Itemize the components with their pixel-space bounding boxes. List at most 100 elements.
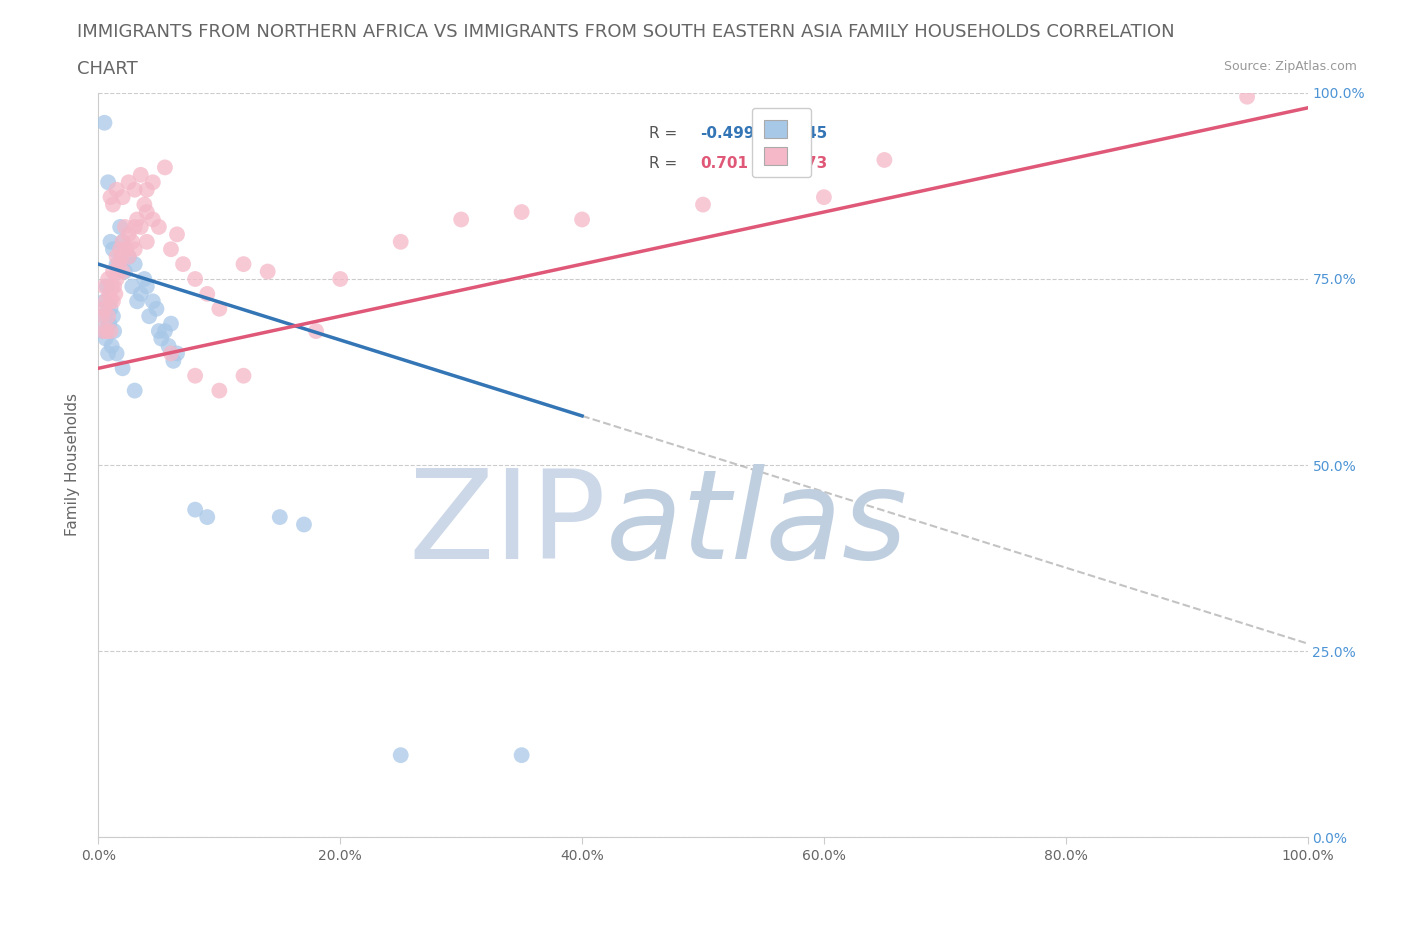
Point <box>157 339 180 353</box>
Point <box>96 279 118 294</box>
Text: 0.701: 0.701 <box>700 156 748 171</box>
Point <box>135 182 157 197</box>
Point <box>208 301 231 316</box>
Point <box>134 272 156 286</box>
Point <box>101 309 124 324</box>
Text: -0.499: -0.499 <box>700 126 755 141</box>
Point <box>97 346 120 361</box>
Point <box>135 205 157 219</box>
Point <box>100 339 122 353</box>
Point <box>160 242 183 257</box>
Point <box>100 190 122 205</box>
Point <box>118 249 141 264</box>
Point <box>135 234 157 249</box>
Point <box>97 272 120 286</box>
Point <box>208 383 231 398</box>
Text: ZIP: ZIP <box>408 464 606 585</box>
Text: N = 45: N = 45 <box>769 126 827 141</box>
Point <box>98 316 121 331</box>
Point <box>145 301 167 316</box>
Point <box>118 175 141 190</box>
Point <box>100 324 122 339</box>
Point <box>94 294 117 309</box>
Text: atlas: atlas <box>606 464 908 585</box>
Point <box>153 160 176 175</box>
Point <box>101 242 124 257</box>
Point <box>813 190 835 205</box>
Text: Source: ZipAtlas.com: Source: ZipAtlas.com <box>1223 60 1357 73</box>
Point <box>91 309 114 324</box>
Point <box>571 212 593 227</box>
Point <box>305 324 328 339</box>
Point <box>195 510 218 525</box>
Point <box>142 212 165 227</box>
Point <box>127 212 149 227</box>
Point <box>692 197 714 212</box>
Text: R =: R = <box>648 156 676 171</box>
Point <box>111 190 134 205</box>
Point <box>184 272 207 286</box>
Point <box>107 264 129 279</box>
Point <box>142 294 165 309</box>
Point <box>389 234 412 249</box>
Point <box>129 167 152 182</box>
Point <box>93 301 115 316</box>
Point <box>100 294 122 309</box>
Point <box>389 748 412 763</box>
Point <box>129 286 152 301</box>
Point <box>166 346 188 361</box>
Point <box>100 234 122 249</box>
Y-axis label: Family Households: Family Households <box>65 393 80 537</box>
Point <box>256 264 278 279</box>
Point <box>138 309 160 324</box>
Point <box>232 257 254 272</box>
Point <box>172 257 194 272</box>
Point <box>269 510 291 525</box>
Point <box>166 227 188 242</box>
Point <box>100 279 122 294</box>
Point <box>184 502 207 517</box>
Point <box>111 234 134 249</box>
Point <box>104 286 127 301</box>
Point <box>105 249 128 264</box>
Point <box>124 219 146 234</box>
Point <box>292 517 315 532</box>
Point <box>127 294 149 309</box>
Point <box>873 153 896 167</box>
Point <box>115 242 138 257</box>
Point <box>121 279 143 294</box>
Point <box>135 279 157 294</box>
Point <box>96 324 118 339</box>
Point <box>93 115 115 130</box>
Point <box>1236 89 1258 104</box>
Point <box>232 368 254 383</box>
Point <box>111 361 134 376</box>
Point <box>134 197 156 212</box>
Point <box>510 748 533 763</box>
Point <box>184 368 207 383</box>
Point <box>114 264 136 279</box>
Point <box>111 234 134 249</box>
Point <box>103 279 125 294</box>
Point <box>129 219 152 234</box>
Point <box>148 219 170 234</box>
Point <box>160 346 183 361</box>
Point <box>510 205 533 219</box>
Point <box>97 309 120 324</box>
Text: CHART: CHART <box>77 60 138 78</box>
Point <box>101 294 124 309</box>
Point <box>110 249 132 264</box>
Point <box>93 279 115 294</box>
Point <box>105 272 128 286</box>
Point <box>118 227 141 242</box>
Point <box>195 286 218 301</box>
Text: IMMIGRANTS FROM NORTHERN AFRICA VS IMMIGRANTS FROM SOUTH EASTERN ASIA FAMILY HOU: IMMIGRANTS FROM NORTHERN AFRICA VS IMMIG… <box>77 23 1175 41</box>
Point <box>97 175 120 190</box>
Point <box>162 353 184 368</box>
Point <box>118 249 141 264</box>
Point <box>124 182 146 197</box>
Point <box>153 324 176 339</box>
Point <box>121 234 143 249</box>
Point <box>101 264 124 279</box>
Point <box>105 257 128 272</box>
